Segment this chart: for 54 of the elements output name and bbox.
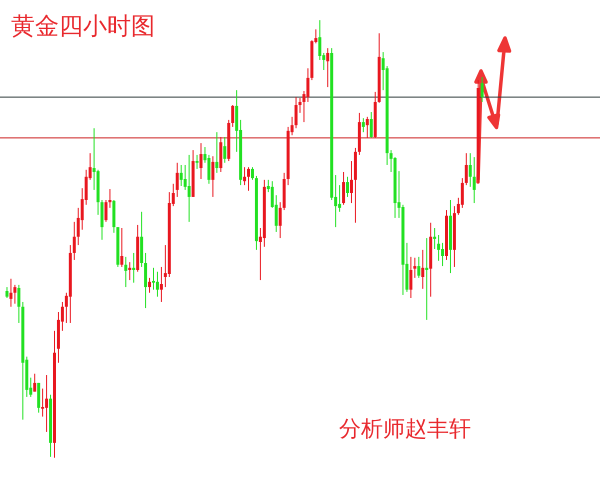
candlestick bbox=[17, 284, 20, 324]
candlestick bbox=[156, 271, 159, 298]
candlestick bbox=[128, 262, 132, 281]
candlestick bbox=[437, 234, 440, 262]
candlestick bbox=[294, 96, 298, 129]
candlestick bbox=[342, 171, 346, 206]
candlestick bbox=[196, 154, 199, 170]
candlestick bbox=[362, 118, 365, 133]
candlestick bbox=[464, 152, 468, 186]
candlestick bbox=[108, 188, 112, 208]
candlestick bbox=[278, 202, 282, 239]
candlestick bbox=[124, 256, 128, 288]
candlestick bbox=[243, 166, 246, 186]
candlestick bbox=[425, 238, 428, 320]
candlestick bbox=[298, 98, 302, 114]
candlestick bbox=[247, 166, 250, 192]
candlestick bbox=[13, 284, 16, 304]
candlestick bbox=[366, 116, 369, 138]
candlestick bbox=[45, 374, 48, 432]
candlestick bbox=[409, 256, 412, 299]
candlestick bbox=[180, 164, 183, 186]
candlestick bbox=[33, 373, 36, 392]
candlestick bbox=[480, 76, 484, 102]
candlestick bbox=[350, 160, 353, 204]
candlestick bbox=[326, 48, 330, 88]
candlestick bbox=[104, 199, 108, 222]
candlestick bbox=[433, 227, 436, 250]
candlestick bbox=[472, 156, 476, 204]
candlestick bbox=[9, 278, 12, 308]
chart-title: 黄金四小时图 bbox=[11, 12, 155, 40]
candlestick bbox=[346, 176, 350, 198]
candlestick bbox=[417, 256, 420, 278]
candlestick bbox=[207, 154, 210, 184]
candlestick bbox=[318, 20, 322, 60]
candlestick bbox=[421, 249, 424, 290]
annotation: 分析师赵丰轩 bbox=[339, 416, 471, 442]
candlestick bbox=[160, 266, 163, 302]
candlestick bbox=[306, 68, 310, 102]
candlestick bbox=[441, 242, 444, 267]
candlestick bbox=[223, 136, 226, 164]
candlestick bbox=[211, 156, 214, 198]
candlestick bbox=[5, 286, 8, 299]
candlestick bbox=[250, 166, 254, 180]
candlestick bbox=[413, 257, 416, 278]
candlestick bbox=[188, 154, 191, 222]
candlestick bbox=[148, 277, 152, 294]
candlestick bbox=[132, 252, 136, 284]
candlestick bbox=[215, 132, 218, 174]
candlestick bbox=[338, 184, 342, 212]
candlestick bbox=[72, 221, 76, 260]
candlestick bbox=[370, 112, 373, 138]
candlestick bbox=[120, 227, 124, 268]
candlestick bbox=[200, 142, 203, 180]
candlestick bbox=[231, 104, 234, 128]
